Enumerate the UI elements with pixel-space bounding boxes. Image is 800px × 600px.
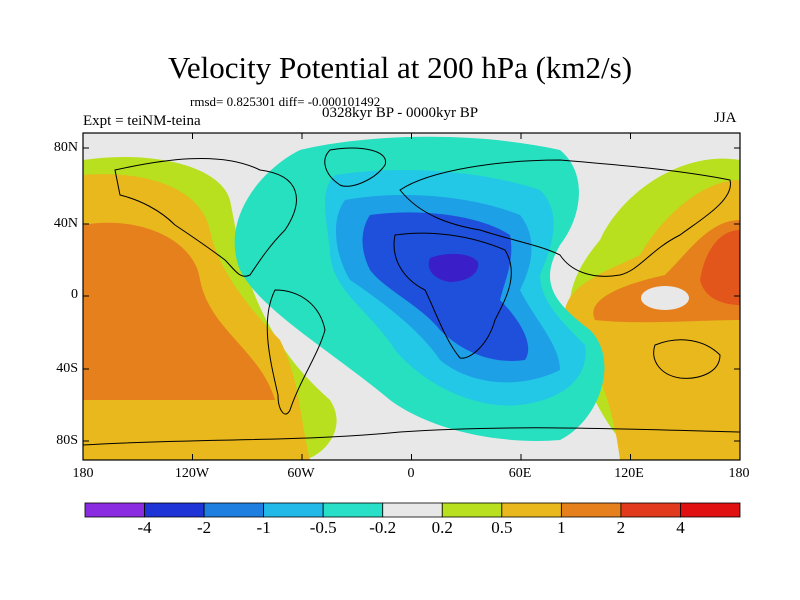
field-blob-sa [335, 347, 355, 357]
colorbar-label: -4 [137, 518, 152, 537]
experiment-label: Expt = teiNM-teina [83, 113, 201, 129]
colorbar-label: -0.5 [309, 518, 337, 537]
y-tick-label: 40N [53, 216, 78, 231]
y-tick-label: 80N [53, 140, 78, 155]
coast-greenland [324, 147, 386, 187]
colorbar-swatch [322, 502, 384, 518]
coast-north-america [114, 158, 297, 277]
colorbar-label: -0.2 [369, 518, 397, 537]
coast-south-america [266, 289, 326, 415]
field-west-pos1 [83, 222, 275, 400]
map-title: Velocity Potential at 200 hPa (km2/s) [167, 50, 633, 85]
y-tick-label: 40S [56, 361, 78, 376]
field-east-pos1 [593, 220, 740, 323]
tick-marks [82, 133, 741, 460]
coast-eurasia [399, 159, 731, 277]
colorbar-swatch [501, 502, 562, 518]
x-tick-label: 0 [407, 466, 415, 481]
colorbar-swatch [263, 502, 324, 518]
colorbar-swatch [144, 502, 205, 518]
coastlines [83, 147, 740, 446]
colorbar-swatch [382, 502, 443, 518]
coast-australia [653, 339, 721, 379]
colorbar-label: 4 [676, 518, 685, 537]
y-tick-label: 0 [71, 287, 78, 302]
colorbar-swatch [680, 502, 741, 518]
y-tick-label: 80S [56, 433, 78, 448]
colorbar [84, 502, 741, 518]
colorbar-swatch [441, 502, 503, 518]
stats-label: rmsd= 0.825301 diff= -0.000101492 [190, 94, 381, 109]
colorbar-label: 2 [616, 518, 626, 537]
field-blob-io [641, 286, 689, 310]
coast-africa [393, 232, 512, 359]
x-tick-label: 180 [728, 466, 750, 481]
colorbar-label: -2 [196, 518, 212, 537]
field-neg4 [428, 253, 479, 282]
field-neg2 [362, 212, 529, 361]
x-tick-label: 60W [287, 466, 315, 481]
x-tick-label: 180 [72, 466, 94, 481]
field-east-pos2 [700, 230, 740, 305]
colorbar-label: 1 [557, 518, 566, 537]
colorbar-label: -1 [256, 518, 271, 537]
x-tick-label: 120W [174, 466, 210, 481]
colorbar-label: 0.2 [431, 518, 453, 537]
colorbar-label: 0.5 [491, 518, 513, 537]
coast-antarctica [83, 427, 740, 446]
colorbar-swatch [203, 502, 265, 518]
period-label: 0328kyr BP - 0000kyr BP [322, 105, 479, 121]
x-tick-label: 120E [614, 466, 644, 481]
season-label: JJA [714, 110, 737, 126]
colorbar-swatch [84, 502, 145, 518]
colorbar-swatch [560, 502, 622, 518]
colorbar-swatch [620, 502, 681, 518]
x-tick-label: 60E [508, 466, 532, 481]
contour-field [83, 133, 740, 460]
